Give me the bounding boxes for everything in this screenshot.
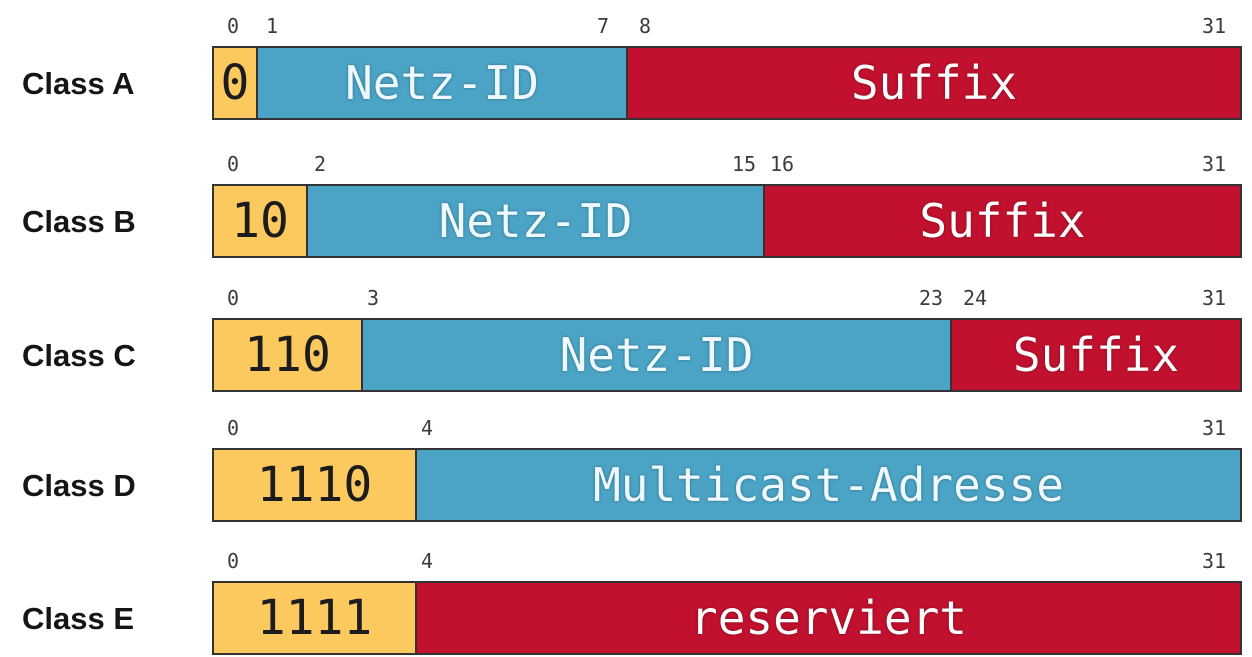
bit-tick: 23 bbox=[918, 286, 944, 310]
bit-tick: 4 bbox=[420, 416, 434, 440]
class-label: Class B bbox=[22, 204, 136, 239]
bit-bar: 1110 Multicast-Adresse bbox=[212, 448, 1242, 522]
bit-tick: 16 bbox=[769, 152, 795, 176]
bit-tick: 0 bbox=[226, 549, 240, 573]
bit-tick: 0 bbox=[226, 416, 240, 440]
bit-bar: 1111 reserviert bbox=[212, 581, 1242, 655]
reserved-segment: reserviert bbox=[417, 581, 1242, 655]
prefix-segment: 1110 bbox=[212, 448, 417, 522]
suffix-segment: Suffix bbox=[952, 318, 1242, 392]
bit-tick: 0 bbox=[226, 14, 240, 38]
bit-tick: 31 bbox=[1201, 416, 1227, 440]
class-label: Class E bbox=[22, 601, 135, 636]
bit-bar: 0 Netz-ID Suffix bbox=[212, 46, 1242, 120]
bit-tick: 31 bbox=[1201, 286, 1227, 310]
class-label: Class D bbox=[22, 468, 136, 503]
suffix-segment: Suffix bbox=[765, 184, 1242, 258]
bit-tick: 4 bbox=[420, 549, 434, 573]
network-id-segment: Netz-ID bbox=[363, 318, 952, 392]
bit-tick: 0 bbox=[226, 152, 240, 176]
bit-bar: 10 Netz-ID Suffix bbox=[212, 184, 1242, 258]
bit-tick: 1 bbox=[265, 14, 279, 38]
prefix-segment: 10 bbox=[212, 184, 308, 258]
bit-bar: 110 Netz-ID Suffix bbox=[212, 318, 1242, 392]
bit-tick: 2 bbox=[313, 152, 327, 176]
class-label: Class C bbox=[22, 338, 136, 373]
bit-tick: 3 bbox=[366, 286, 380, 310]
prefix-segment: 0 bbox=[212, 46, 258, 120]
bit-tick: 15 bbox=[731, 152, 757, 176]
bit-tick: 31 bbox=[1201, 14, 1227, 38]
bit-tick: 0 bbox=[226, 286, 240, 310]
multicast-address-segment: Multicast-Adresse bbox=[417, 448, 1242, 522]
prefix-segment: 110 bbox=[212, 318, 363, 392]
suffix-segment: Suffix bbox=[628, 46, 1242, 120]
network-id-segment: Netz-ID bbox=[308, 184, 765, 258]
bit-tick: 7 bbox=[596, 14, 610, 38]
prefix-segment: 1111 bbox=[212, 581, 417, 655]
bit-tick: 31 bbox=[1201, 152, 1227, 176]
bit-tick: 8 bbox=[638, 14, 652, 38]
network-id-segment: Netz-ID bbox=[258, 46, 628, 120]
bit-tick: 31 bbox=[1201, 549, 1227, 573]
bit-tick: 24 bbox=[962, 286, 988, 310]
class-label: Class A bbox=[22, 66, 135, 101]
